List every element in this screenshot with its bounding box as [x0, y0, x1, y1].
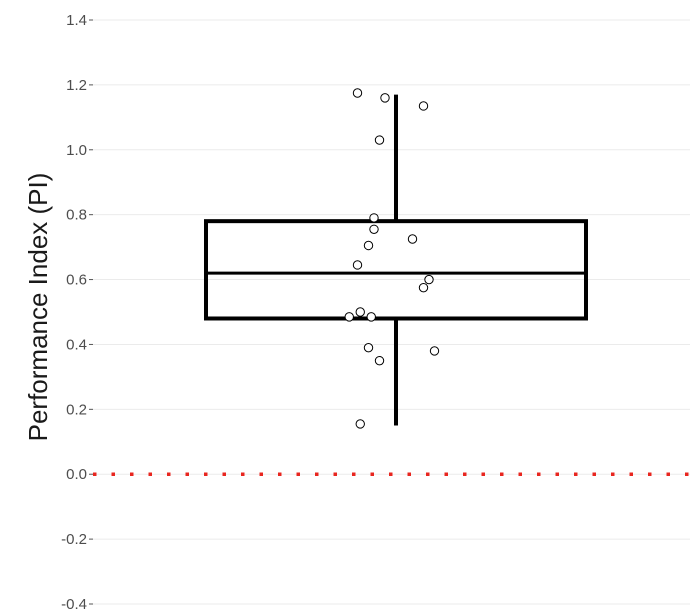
data-point	[380, 93, 390, 103]
y-axis-label: Performance Index (PI)	[23, 173, 53, 442]
tick-label: 0.8	[66, 207, 87, 224]
tick-label: 1.0	[66, 142, 87, 159]
tick-label: 0.2	[66, 401, 87, 418]
tick-label: 0.0	[66, 466, 87, 483]
tick-label: 0.4	[66, 336, 87, 353]
data-point	[374, 135, 385, 145]
data-point	[369, 213, 379, 223]
data-point	[363, 342, 374, 353]
tick-label: 0.6	[66, 272, 87, 289]
data-point	[344, 312, 354, 322]
tick-label: 1.4	[66, 12, 87, 29]
data-point	[418, 282, 429, 293]
data-point	[352, 88, 363, 98]
data-point	[374, 355, 385, 366]
data-point	[424, 274, 434, 285]
data-point	[369, 224, 379, 234]
box-and-whisker	[204, 94, 588, 426]
tick-label: -0.4	[61, 596, 87, 613]
box-iqr	[204, 219, 588, 321]
data-point	[352, 260, 363, 270]
grid-lines	[93, 19, 690, 605]
data-points	[344, 88, 440, 429]
data-point	[418, 101, 429, 111]
tick-label: -0.2	[61, 531, 87, 548]
data-point	[429, 346, 440, 356]
data-point	[407, 234, 418, 244]
data-point	[363, 240, 374, 251]
data-point	[366, 312, 376, 322]
data-point	[355, 307, 365, 317]
y-axis-ticks: 1.4 1.2 1.0 0.8 0.6 0.4 0.2 0.0 -0.2 -0.4	[61, 12, 93, 613]
tick-label: 1.2	[66, 77, 87, 94]
data-point	[355, 419, 365, 429]
